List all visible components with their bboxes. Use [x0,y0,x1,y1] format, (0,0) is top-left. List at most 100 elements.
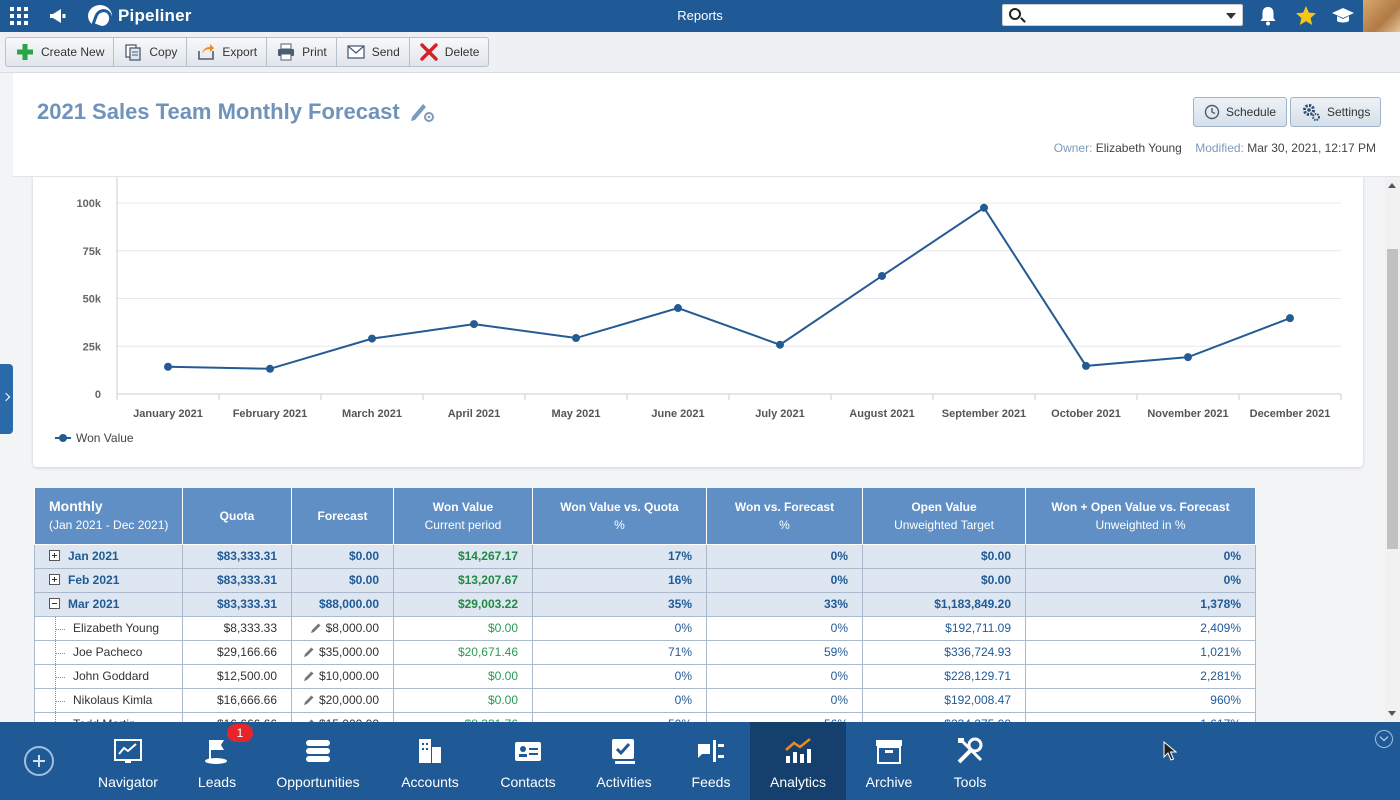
print-button[interactable]: Print [267,38,337,66]
analytics-chart-icon [785,738,811,763]
nav-opportunities[interactable]: Opportunities [270,722,366,800]
chart-card: 0 25k 50k 75k 100k January 2021 February 2021 M… [33,177,1363,467]
bell-icon[interactable] [1256,4,1280,28]
column-header[interactable]: Won + Open Value vs. Forecast Unweighted … [1025,488,1256,545]
person-row[interactable]: Nikolaus Kimla $16,666.66 $20,000.00 $0.00 0… [34,687,1256,713]
side-panel-toggle[interactable] [0,364,13,434]
pencil-icon[interactable] [303,670,315,682]
person-row[interactable]: Todd Martin $16,666.66 $15,000.00 $8,331.76… [34,711,1256,722]
column-header[interactable]: Won vs. Forecast% [706,488,863,545]
expand-toggle-icon[interactable] [49,574,60,585]
table-cell: $234,275.00 [862,711,1026,722]
cell-value: 0% [1223,549,1241,563]
global-search[interactable] [1002,4,1243,26]
settings-button[interactable]: Settings [1290,97,1382,127]
nav-contacts[interactable]: Contacts [492,722,564,800]
graduation-cap-icon[interactable] [1331,4,1355,28]
search-icon [1009,8,1021,20]
pencil-icon[interactable] [303,694,315,706]
cell-value: $8,000.00 [325,621,379,635]
pencil-icon[interactable] [303,646,315,658]
month-row[interactable]: Mar 2021 $83,333.31 $88,000.00 $29,003.22 35… [34,591,1256,617]
nav-label: Analytics [769,774,827,790]
person-row[interactable]: John Goddard $12,500.00 $10,000.00 $0.00 0% 0… [34,663,1256,689]
table-cell: $83,333.31 [182,591,292,617]
scroll-thumb[interactable] [1387,249,1398,549]
megaphone-icon[interactable] [48,6,68,26]
send-button[interactable]: Send [337,38,410,66]
column-header[interactable]: Won Value vs. Quota% [532,488,707,545]
vertical-scrollbar[interactable] [1385,177,1400,722]
nav-activities[interactable]: Activities [589,722,659,800]
nav-analytics[interactable]: Analytics [750,722,846,800]
edit-settings-icon[interactable] [409,99,437,125]
nav-accounts[interactable]: Accounts [393,722,467,800]
scroll-up-arrow-icon[interactable] [1388,183,1396,188]
column-header[interactable]: Won Value Current period [393,488,533,545]
nav-label: Navigator [98,774,158,790]
table-cell: $0.00 [291,543,394,569]
delete-button[interactable]: Delete [410,38,489,66]
data-point [470,320,478,329]
x-tick-label: March 2021 [342,408,402,420]
create-new-button[interactable]: Create New [6,38,115,66]
pencil-icon[interactable] [303,718,315,722]
app-grid-icon[interactable] [8,5,30,27]
column-header-subtitle: % [779,517,790,532]
column-header[interactable]: Open Value Unweighted Target [862,488,1026,545]
cell-value: Nikolaus Kimla [73,693,153,707]
send-label: Send [371,45,400,59]
table-cell: $192,711.09 [862,615,1026,641]
scroll-down-arrow-icon[interactable] [1388,711,1396,716]
person-row[interactable]: Elizabeth Young $8,333.33 $8,000.00 $0.00 0%… [34,615,1256,641]
table-cell: $83,333.31 [182,567,292,593]
row-label-cell: Todd Martin [34,711,183,722]
accounts-building-icon [419,739,441,763]
star-icon[interactable] [1294,4,1318,28]
nav-feeds[interactable]: Feeds [684,722,738,800]
column-header[interactable]: Forecast [291,488,394,545]
cell-value: $15,000.00 [319,717,379,722]
chevron-down-icon[interactable] [1226,13,1236,19]
nav-tools[interactable]: Tools [939,722,1001,800]
table-cell: $0.00 [393,615,533,641]
export-button[interactable]: Export [187,38,268,66]
expand-toggle-icon[interactable] [49,550,60,561]
cell-value: 1,378% [1200,597,1241,611]
cell-value: Feb 2021 [68,573,120,587]
nav-leads[interactable]: Leads 1 [190,722,253,800]
month-row[interactable]: Jan 2021 $83,333.31 $0.00 $14,267.17 17% 0% $0… [34,543,1256,569]
copy-label: Copy [149,45,178,59]
column-header[interactable]: Monthly (Jan 2021 - Dec 2021) [34,488,183,545]
activities-check-icon [612,739,635,764]
cell-value: $1,183,849.20 [934,597,1011,611]
schedule-button[interactable]: Schedule [1193,97,1288,127]
report-meta: Owner: Elizabeth Young Modified: Mar 30,… [1054,141,1376,155]
pencil-icon[interactable] [310,622,322,634]
tools-wrench-icon [957,737,983,764]
report-header: 2021 Sales Team Monthly Forecast Schedul… [13,73,1400,177]
collapse-toggle-icon[interactable] [49,598,60,609]
data-point [878,271,886,280]
column-header[interactable]: Quota [182,488,292,545]
export-icon [198,44,215,60]
leads-flag-icon [205,740,227,764]
table-cell: 0% [532,663,707,689]
x-tick-label: August 2021 [849,408,914,420]
app-logo[interactable]: Pipeliner [88,5,192,27]
nav-navigator[interactable]: Navigator [97,722,159,800]
forecast-table-wrapper: Monthly (Jan 2021 - Dec 2021) Quota Forecas… [34,488,1256,722]
cell-value: $35,000.00 [318,645,379,659]
table-cell: 50% [532,711,707,722]
person-row[interactable]: Joe Pacheco $29,166.66 $35,000.00 $20,671.4… [34,639,1256,665]
month-row[interactable]: Feb 2021 $83,333.31 $0.00 $13,207.67 16% 0% $0… [34,567,1256,593]
data-point [266,364,274,373]
collapse-nav-button[interactable] [1375,730,1393,748]
nav-label: Leads [197,774,237,790]
nav-archive[interactable]: Archive [858,722,920,800]
search-input[interactable] [1027,5,1227,25]
copy-button[interactable]: Copy [114,38,188,66]
quick-add-button[interactable] [24,746,54,776]
data-point [1082,361,1090,370]
user-avatar[interactable] [1363,0,1400,32]
